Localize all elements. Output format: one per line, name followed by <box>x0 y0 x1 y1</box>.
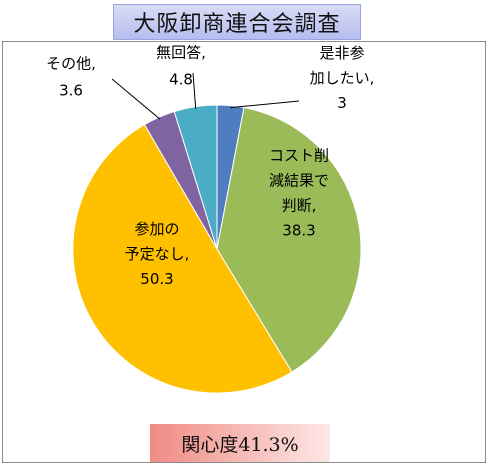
slice-label-2: コスト削減結果で判断, 38.3 <box>269 147 329 240</box>
slice-label-line: コスト削 <box>269 147 329 165</box>
slice-label-line: 50.3 <box>140 270 173 288</box>
slice-label-3: 参加の予定なし, 50.3 <box>125 220 190 288</box>
slice-label-line: 4.8 <box>169 71 193 89</box>
slice-label-line: その他, <box>46 55 96 73</box>
interest-rate-badge: 関心度41.3% <box>150 424 330 462</box>
slice-label-line: 加したい, <box>310 69 375 87</box>
slice-label-line: 38.3 <box>282 222 315 240</box>
slice-label-line: 参加の <box>134 220 179 238</box>
slice-label-line: 3 <box>337 94 347 112</box>
leader-line-5 <box>192 72 197 109</box>
pie-slice-2 <box>216 106 362 373</box>
slice-label-4: その他, 3.6 <box>46 55 96 100</box>
slice-labels: 是非参加したい, 3 コスト削減結果で判断, 38.3 参加の予定なし, 50.3 その他,… <box>46 44 374 289</box>
leader-line-1 <box>230 100 300 109</box>
slice-label-line: 無回答, <box>156 44 206 62</box>
pie-slice-3 <box>72 123 293 394</box>
leader-line-4 <box>111 78 161 120</box>
chart-title: 大阪卸商連合会調査 <box>113 4 361 40</box>
slice-label-line: 是非参 <box>319 44 364 62</box>
slice-label-line: 判断, <box>282 197 317 215</box>
slice-label-line: 減結果で <box>269 172 329 190</box>
leader-lines <box>111 72 300 120</box>
slice-label-5: 無回答, 4.8 <box>156 44 206 89</box>
slice-label-line: 予定なし, <box>125 245 190 263</box>
slice-label-line: 3.6 <box>59 82 83 100</box>
slice-label-1: 是非参加したい, 3 <box>310 44 375 112</box>
pie-slices <box>72 104 362 394</box>
